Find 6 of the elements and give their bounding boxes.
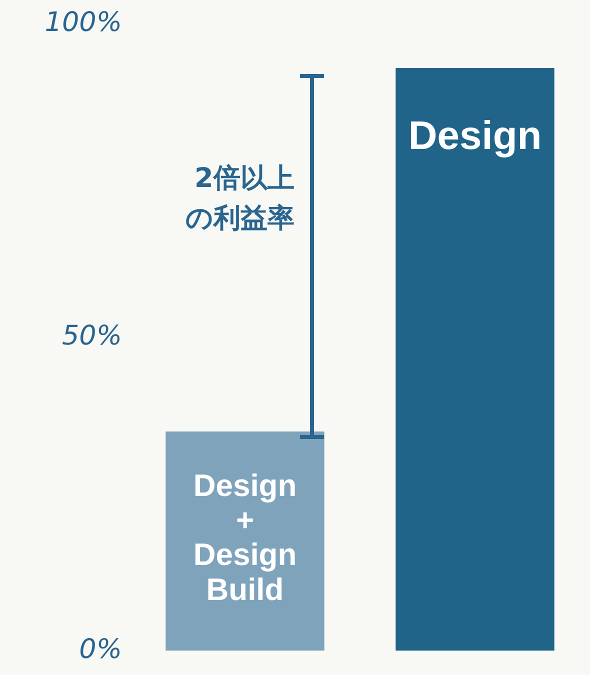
y-tick-label: 50% bbox=[62, 320, 122, 352]
annotation: 2倍以上の利益率 bbox=[185, 162, 294, 234]
x-tick-label: Design bbox=[408, 114, 542, 158]
x-tick-label: Design + Design Build bbox=[193, 468, 297, 607]
y-tick-label: 0% bbox=[79, 634, 122, 665]
y-tick-label: 100% bbox=[44, 7, 122, 38]
